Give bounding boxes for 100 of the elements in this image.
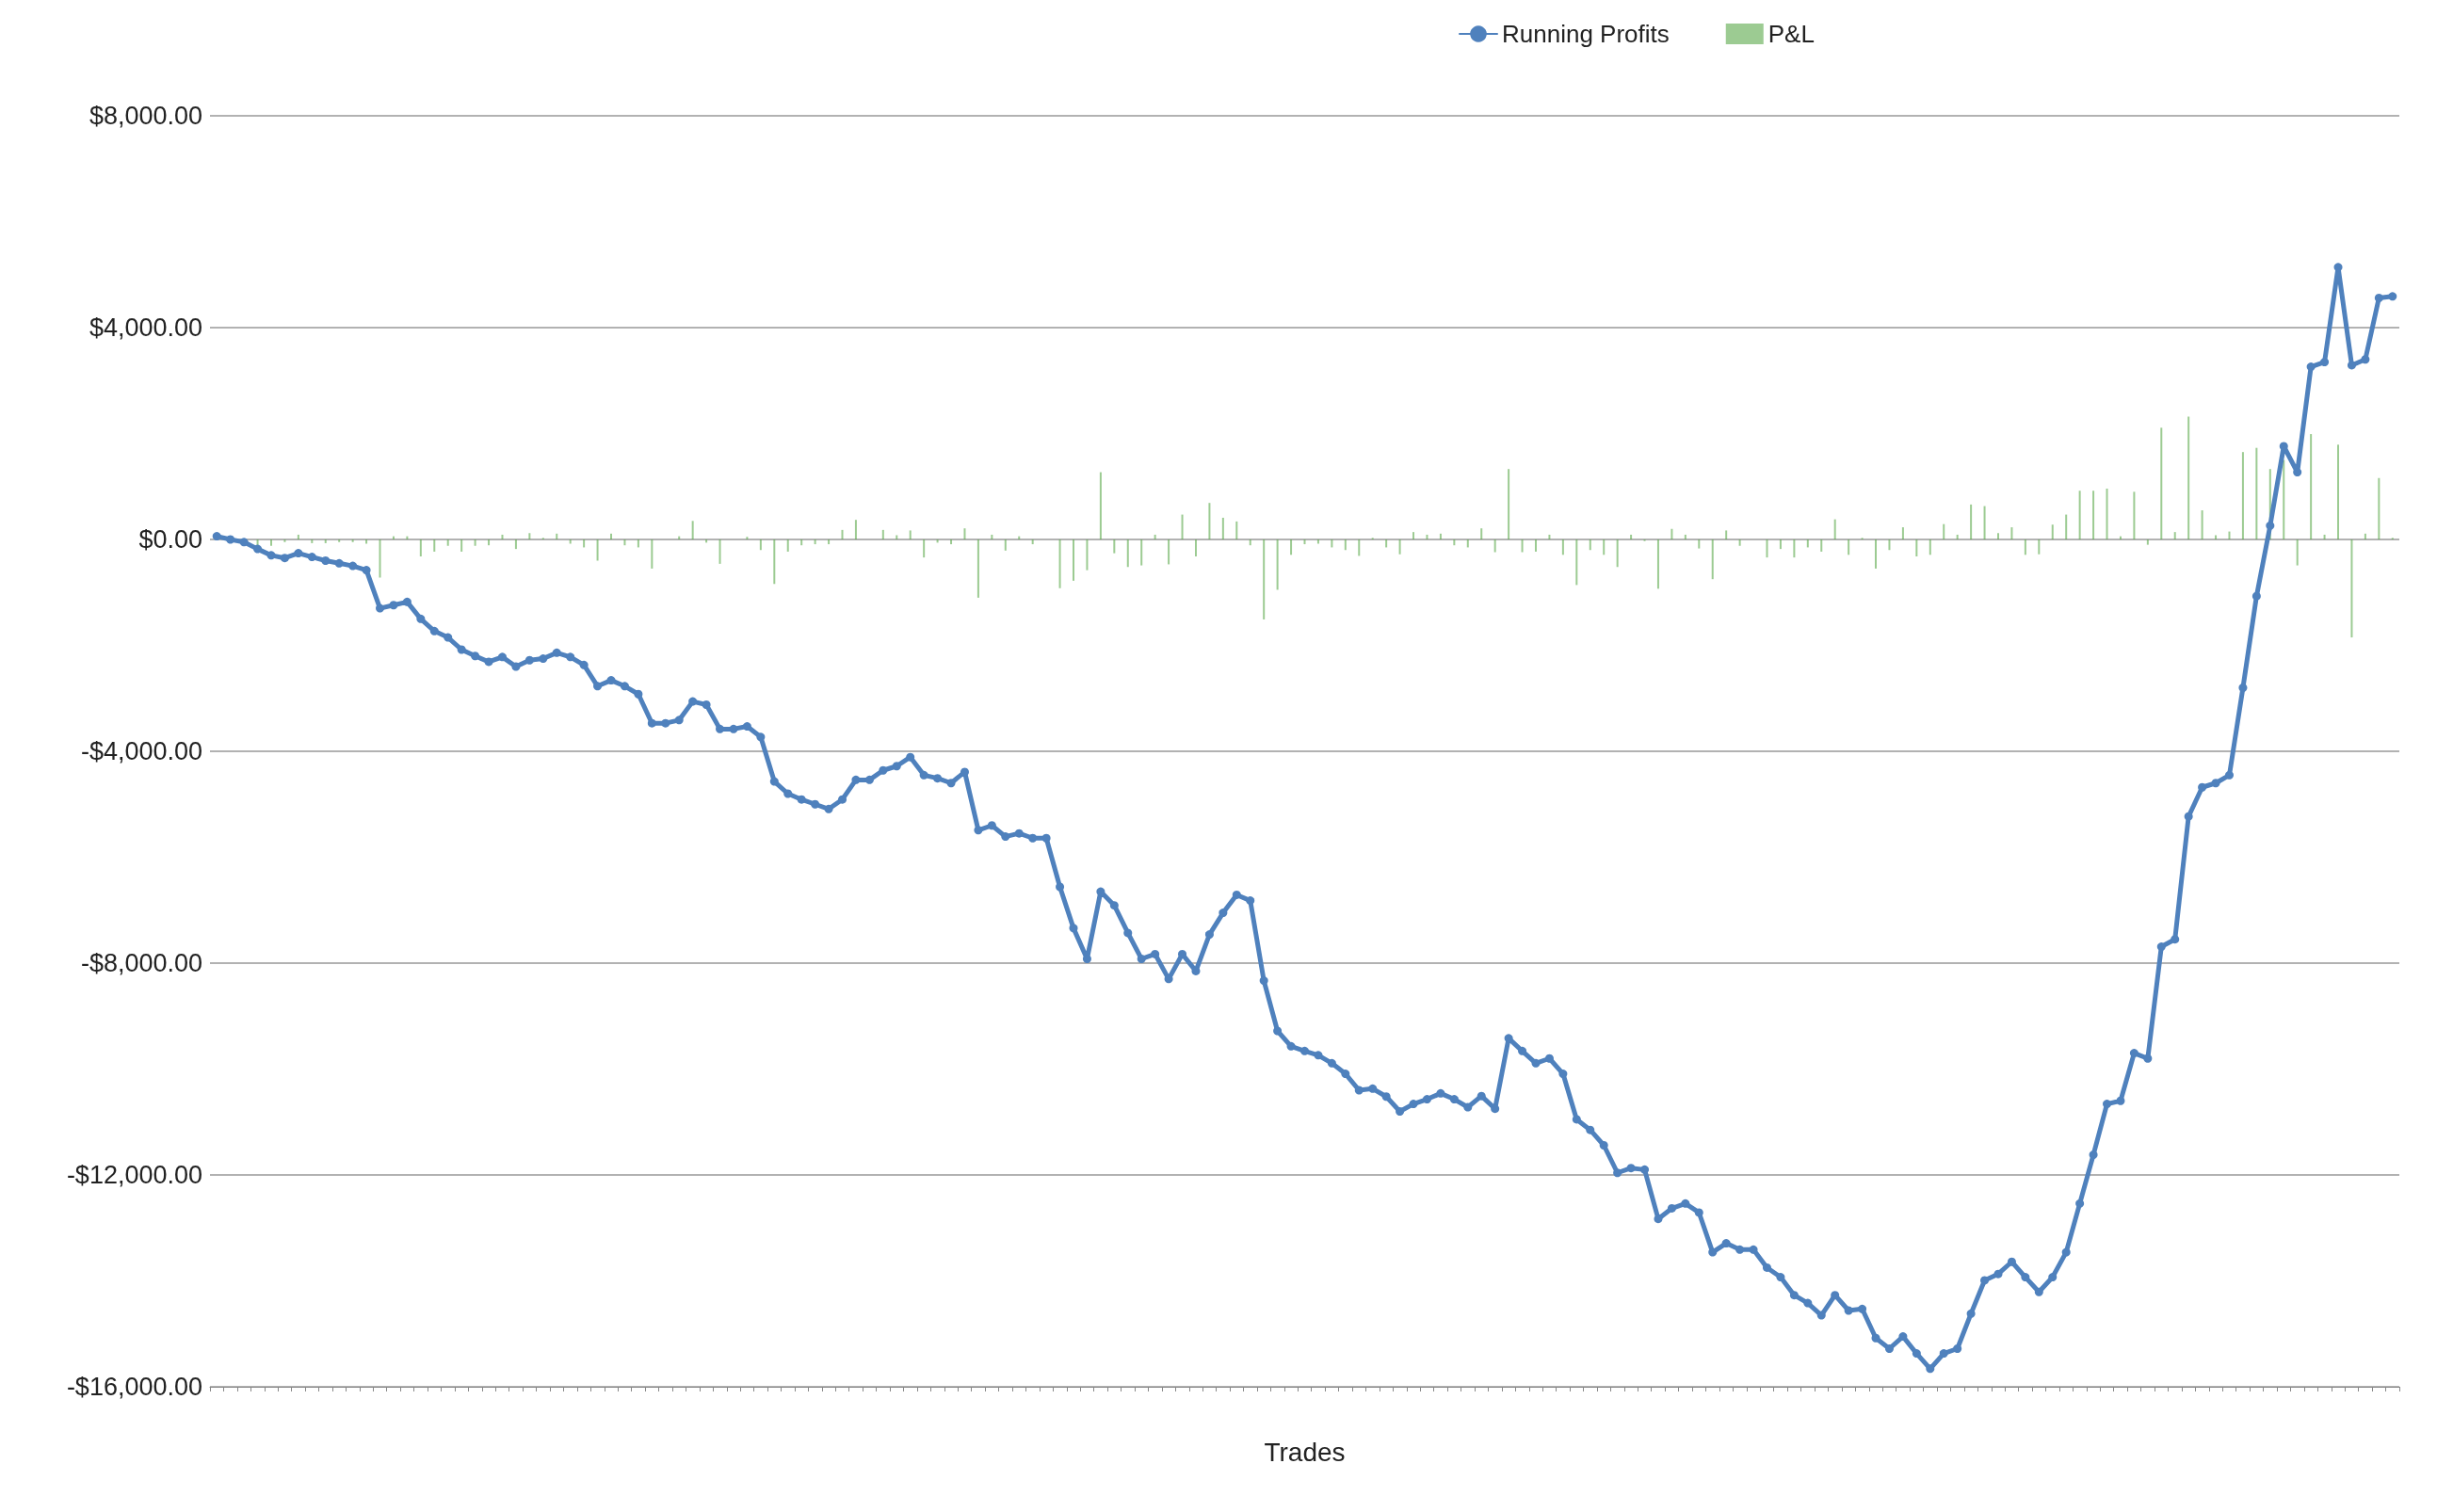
bar [1943,523,1945,539]
bar [1235,521,1238,539]
y-tick-label: $0.00 [138,525,202,554]
bar [1521,539,1524,553]
bar [2173,532,2176,539]
bar [1303,539,1306,545]
bar [2378,477,2381,539]
y-tick-label: -$4,000.00 [80,737,202,765]
bar [963,528,966,539]
bar [1099,472,1102,539]
bar [1385,539,1388,548]
bar [556,533,558,539]
bar [1738,539,1741,546]
bar [365,539,368,544]
bar [297,534,299,539]
bar [1263,539,1266,619]
bar [637,539,639,548]
bar [311,539,314,543]
legend-label: Running Profits [1502,20,1670,48]
bar [1698,539,1701,549]
bar [1589,539,1591,551]
bar [514,539,517,550]
bar [2283,459,2285,539]
bar [1603,539,1606,555]
bar [1140,539,1143,566]
bar [1875,539,1878,569]
bar [1616,539,1619,568]
bar [474,539,476,546]
bar [1956,534,1959,539]
y-tick-label: $8,000.00 [89,102,202,130]
bar [1181,514,1184,539]
bar [1888,539,1891,551]
bar [2038,539,2041,555]
bar [1535,539,1537,552]
bar [1316,539,1319,544]
bar [2228,531,2231,539]
y-tick-label: $4,000.00 [89,314,202,342]
bar [1766,539,1768,558]
bar [338,539,341,542]
bar [1901,527,1904,539]
bar [2133,491,2136,539]
bar [488,539,491,546]
bar [1508,469,1510,539]
bar [1439,533,1442,539]
bar [379,539,381,578]
bar [460,539,463,552]
bar [446,539,449,546]
bar [2051,524,2054,539]
bar [1073,539,1074,581]
bar [1168,539,1170,565]
bar [1630,534,1633,539]
bar [2024,539,2026,555]
bar [1493,539,1496,553]
bar [1725,530,1728,539]
bar [691,521,694,539]
bar [2010,527,2013,539]
bar [1480,528,1483,539]
bar [2364,533,2366,539]
bar [773,539,776,585]
bar [1575,539,1578,586]
bar [854,520,857,539]
bar [1113,539,1116,554]
bar [501,534,504,539]
bar [1249,539,1251,546]
bar [528,533,531,539]
bar [1221,517,1224,539]
bar [1779,539,1782,550]
bar [1806,539,1809,548]
bar [2106,489,2108,539]
bar [651,539,654,569]
bar [1656,539,1659,589]
bar [2078,491,2081,539]
bar [610,533,613,539]
bar [1848,539,1850,555]
bar [433,539,436,552]
bar [1031,539,1034,545]
bar [283,539,286,542]
bar [1711,539,1714,580]
legend-label: P&L [1767,20,1815,48]
bar [1358,539,1361,556]
bar [976,539,979,598]
bar [828,539,831,545]
bar [2241,452,2244,539]
bar [841,529,844,539]
bar [1086,539,1089,571]
bar [1344,539,1347,551]
bar [2065,514,2068,539]
bar [1126,539,1129,568]
bar [1426,534,1428,539]
bar [950,539,953,545]
bar [1820,539,1823,552]
bar [1670,528,1673,539]
bar [1276,539,1279,590]
bar [1194,539,1197,556]
bar [1466,539,1469,548]
bar [786,539,789,552]
bar [814,539,816,545]
bar [2296,539,2299,566]
bar [269,539,272,546]
bar [2187,416,2190,539]
